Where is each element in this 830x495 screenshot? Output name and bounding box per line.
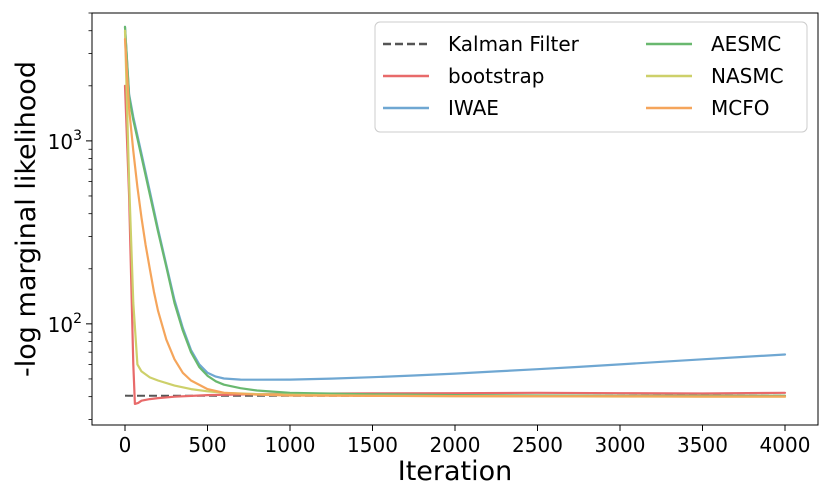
legend-label-mcfo: MCFO: [711, 96, 769, 120]
legend-label-kalman-filter: Kalman Filter: [448, 32, 580, 56]
y-tick-label: 102: [48, 311, 82, 337]
x-tick-label: 1000: [265, 433, 316, 457]
legend: Kalman Filter bootstrap IWAE AESMC NASMC MCFO: [374, 21, 808, 133]
series-layer: [123, 25, 787, 405]
y-axis-label: -log marginal likelihood: [11, 61, 42, 377]
y-tick-label: 103: [48, 128, 82, 154]
x-tick-label: 3000: [595, 433, 646, 457]
x-axis-label: Iteration: [398, 456, 513, 487]
y-axis-ticks: 102 103: [48, 12, 92, 420]
x-tick-label: 500: [188, 433, 226, 457]
legend-label-bootstrap: bootstrap: [448, 64, 544, 88]
x-tick-label: 2500: [512, 433, 563, 457]
legend-label-nasmc: NASMC: [711, 64, 784, 88]
x-tick-label: 2000: [430, 433, 481, 457]
x-axis-ticks: 0 500 1000 1500 2000 2500 3000 3500 4000: [119, 425, 811, 457]
x-tick-label: 0: [119, 433, 132, 457]
x-tick-label: 4000: [760, 433, 811, 457]
legend-label-iwae: IWAE: [448, 96, 499, 120]
legend-box: [374, 21, 808, 133]
legend-label-aesmc: AESMC: [711, 32, 781, 56]
x-tick-label: 1500: [347, 433, 398, 457]
x-tick-label: 3500: [677, 433, 728, 457]
series-line-mcfo: [123, 37, 787, 398]
series-line-bootstrap: [123, 84, 787, 405]
